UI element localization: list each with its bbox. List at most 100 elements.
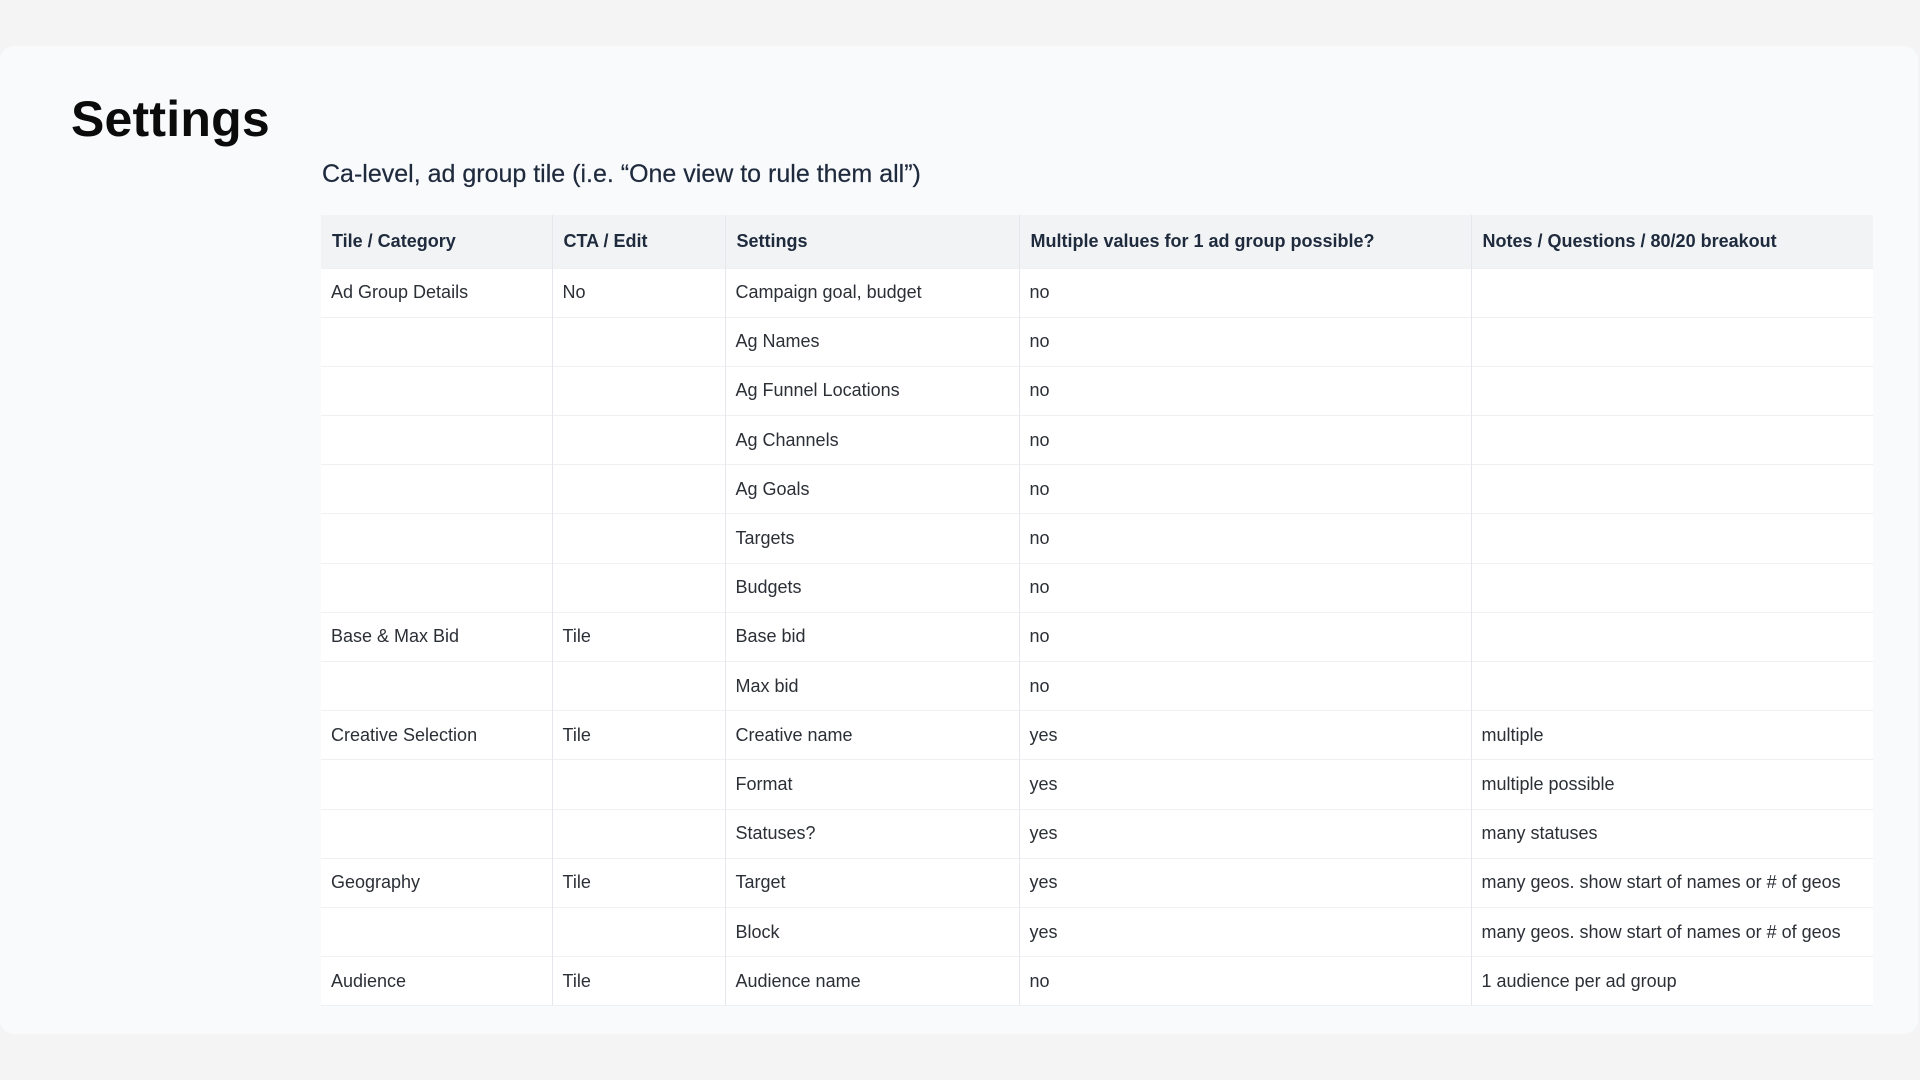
cell-tile-category[interactable]	[321, 464, 553, 514]
cell-multiple-values[interactable]: no	[1019, 415, 1472, 465]
cell-multiple-values[interactable]: yes	[1019, 906, 1472, 957]
cell-setting[interactable]: Target	[725, 857, 1020, 908]
table-row: Audience Tile Audience name no 1 audience pe…	[321, 956, 1873, 1007]
table-row: Base & Max Bid Tile Base bid no	[321, 611, 1873, 662]
cell-setting[interactable]: Audience name	[725, 956, 1020, 1007]
table-row: Ag Names no	[321, 316, 1873, 367]
cell-notes[interactable]	[1471, 267, 1873, 318]
cell-setting[interactable]: Ag Names	[725, 316, 1020, 367]
cell-multiple-values[interactable]: no	[1019, 513, 1472, 564]
cell-cta-edit[interactable]: Tile	[552, 611, 726, 662]
column-header-settings: Settings	[725, 215, 1020, 268]
settings-table: Tile / Category CTA / Edit Settings Mult…	[321, 215, 1873, 1007]
cell-setting[interactable]: Ag Funnel Locations	[725, 365, 1020, 416]
cell-notes[interactable]	[1471, 660, 1873, 711]
cell-setting[interactable]: Block	[725, 906, 1020, 957]
cell-notes[interactable]: many geos. show start of names or # of g…	[1471, 906, 1873, 957]
table-row: Max bid no	[321, 660, 1873, 711]
cell-tile-category[interactable]	[321, 808, 553, 859]
cell-multiple-values[interactable]: yes	[1019, 857, 1472, 908]
cell-tile-category[interactable]	[321, 415, 553, 465]
cell-setting[interactable]: Ag Goals	[725, 464, 1020, 514]
cell-multiple-values[interactable]: no	[1019, 316, 1472, 367]
cell-multiple-values[interactable]: yes	[1019, 710, 1472, 760]
cell-notes[interactable]	[1471, 316, 1873, 367]
cell-multiple-values[interactable]: yes	[1019, 759, 1472, 810]
cell-notes[interactable]	[1471, 513, 1873, 564]
cell-cta-edit[interactable]	[552, 513, 726, 564]
cell-notes[interactable]: multiple possible	[1471, 759, 1873, 810]
cell-tile-category[interactable]	[321, 316, 553, 367]
cell-multiple-values[interactable]: no	[1019, 611, 1472, 662]
cell-multiple-values[interactable]: no	[1019, 660, 1472, 711]
cell-multiple-values[interactable]: no	[1019, 365, 1472, 416]
table-row: Ag Channels no	[321, 415, 1873, 465]
table-row: Ad Group Details No Campaign goal, budget n…	[321, 267, 1873, 318]
cell-cta-edit[interactable]	[552, 365, 726, 416]
cell-tile-category[interactable]	[321, 513, 553, 564]
cell-cta-edit[interactable]	[552, 759, 726, 810]
table-title: Ca-level, ad group tile (i.e. “One view …	[322, 160, 921, 188]
table-body: Ad Group Details No Campaign goal, budget n…	[321, 267, 1873, 1007]
cell-setting[interactable]: Statuses?	[725, 808, 1020, 859]
cell-setting[interactable]: Campaign goal, budget	[725, 267, 1020, 318]
cell-cta-edit[interactable]	[552, 415, 726, 465]
cell-cta-edit[interactable]: Tile	[552, 710, 726, 760]
cell-cta-edit[interactable]	[552, 808, 726, 859]
cell-tile-category[interactable]	[321, 660, 553, 711]
cell-cta-edit[interactable]	[552, 660, 726, 711]
cell-tile-category[interactable]: Audience	[321, 956, 553, 1007]
cell-tile-category[interactable]	[321, 562, 553, 613]
cell-notes[interactable]: many statuses	[1471, 808, 1873, 859]
cell-cta-edit[interactable]	[552, 906, 726, 957]
cell-multiple-values[interactable]: no	[1019, 562, 1472, 613]
cell-multiple-values[interactable]: no	[1019, 267, 1472, 318]
cell-tile-category[interactable]	[321, 759, 553, 810]
cell-tile-category[interactable]	[321, 365, 553, 416]
cell-multiple-values[interactable]: yes	[1019, 808, 1472, 859]
table-header-row: Tile / Category CTA / Edit Settings Mult…	[321, 215, 1873, 268]
cell-cta-edit[interactable]	[552, 464, 726, 514]
cell-setting[interactable]: Max bid	[725, 660, 1020, 711]
page-title: Settings	[71, 91, 270, 147]
cell-notes[interactable]	[1471, 415, 1873, 465]
cell-cta-edit[interactable]: No	[552, 267, 726, 318]
cell-tile-category[interactable]: Geography	[321, 857, 553, 908]
cell-tile-category[interactable]: Creative Selection	[321, 710, 553, 760]
cell-setting[interactable]: Targets	[725, 513, 1020, 564]
cell-cta-edit[interactable]: Tile	[552, 857, 726, 908]
cell-notes[interactable]: many geos. show start of names or # of g…	[1471, 857, 1873, 908]
table-row: Targets no	[321, 513, 1873, 564]
cell-setting[interactable]: Ag Channels	[725, 415, 1020, 465]
column-header-cta-edit: CTA / Edit	[552, 215, 726, 268]
cell-cta-edit[interactable]	[552, 562, 726, 613]
cell-notes[interactable]: multiple	[1471, 710, 1873, 760]
cell-cta-edit[interactable]	[552, 316, 726, 367]
cell-setting[interactable]: Base bid	[725, 611, 1020, 662]
cell-multiple-values[interactable]: no	[1019, 956, 1472, 1007]
cell-multiple-values[interactable]: no	[1019, 464, 1472, 514]
cell-setting[interactable]: Budgets	[725, 562, 1020, 613]
table-row: Ag Goals no	[321, 464, 1873, 514]
cell-notes[interactable]	[1471, 611, 1873, 662]
cell-tile-category[interactable]: Base & Max Bid	[321, 611, 553, 662]
cell-setting[interactable]: Creative name	[725, 710, 1020, 760]
column-header-tile-category: Tile / Category	[321, 215, 553, 268]
table-row: Ag Funnel Locations no	[321, 365, 1873, 416]
cell-notes[interactable]: 1 audience per ad group	[1471, 956, 1873, 1007]
table-row: Creative Selection Tile Creative name yes mu…	[321, 710, 1873, 760]
cell-notes[interactable]	[1471, 464, 1873, 514]
cell-cta-edit[interactable]: Tile	[552, 956, 726, 1007]
table-row: Format yes multiple possible	[321, 759, 1873, 810]
cell-notes[interactable]	[1471, 562, 1873, 613]
column-header-notes: Notes / Questions / 80/20 breakout	[1471, 215, 1873, 268]
cell-tile-category[interactable]	[321, 906, 553, 957]
cell-tile-category[interactable]: Ad Group Details	[321, 267, 553, 318]
table-row: Block yes many geos. show start of names o…	[321, 906, 1873, 957]
cell-notes[interactable]	[1471, 365, 1873, 416]
table-row: Budgets no	[321, 562, 1873, 613]
cell-setting[interactable]: Format	[725, 759, 1020, 810]
table-row: Geography Tile Target yes many geos. show st…	[321, 857, 1873, 908]
table-row: Statuses? yes many statuses	[321, 808, 1873, 859]
column-header-multiple-values: Multiple values for 1 ad group possible?	[1019, 215, 1472, 268]
